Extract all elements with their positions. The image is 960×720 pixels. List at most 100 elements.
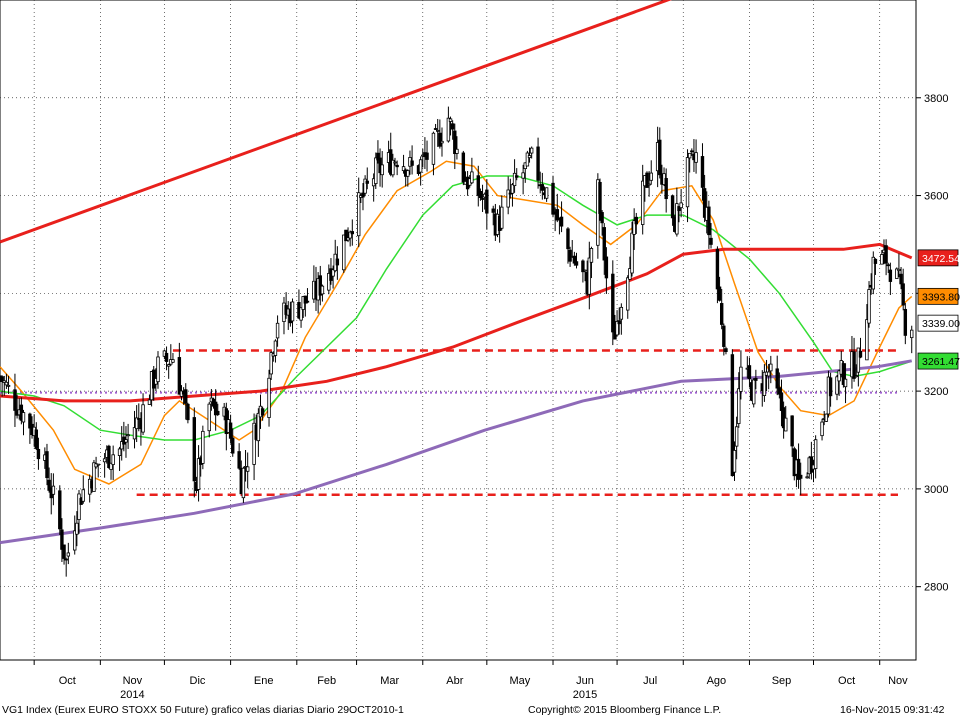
candle-up — [299, 307, 303, 321]
candle-up — [171, 359, 175, 363]
x-tick-label: Oct — [59, 675, 76, 687]
candle-down — [841, 363, 846, 385]
x-tick-label: Dic — [190, 675, 206, 687]
candle-down — [361, 192, 365, 198]
candle-down — [450, 123, 455, 130]
candle-down — [551, 182, 555, 215]
candle-up — [132, 427, 137, 440]
candle-down — [540, 184, 545, 191]
candle-up — [327, 272, 331, 291]
last-value-badges: 3472.54 3393.80 3339.00 3261.47 — [917, 249, 960, 370]
candle-up — [357, 192, 361, 237]
candle-down — [485, 189, 489, 214]
candle-up — [269, 352, 273, 375]
y-tick-label: 2800 — [924, 582, 948, 594]
candle-up — [141, 404, 145, 433]
last-value-label: 3261.47 — [922, 356, 960, 368]
candle-down — [730, 354, 735, 477]
grid-lines — [0, 0, 917, 661]
candle-up — [290, 301, 295, 322]
candle-down — [476, 175, 480, 196]
candle-up — [92, 462, 96, 492]
candle-up — [615, 321, 619, 336]
candle-up — [647, 183, 651, 186]
candle-down — [809, 456, 814, 473]
candle-up — [201, 430, 205, 464]
candle-down — [715, 248, 720, 290]
candle-down — [365, 180, 369, 184]
candle-up — [21, 412, 26, 423]
candle-down — [852, 351, 856, 379]
last-value-label: 3393.80 — [922, 291, 960, 303]
candle-up — [346, 237, 350, 241]
candle-down — [28, 413, 32, 429]
candle-down — [555, 209, 559, 221]
candle-up — [544, 187, 549, 199]
candle-up — [739, 366, 743, 392]
candle-up — [393, 161, 397, 164]
candle-down — [184, 389, 188, 404]
candle-up — [156, 356, 160, 383]
candle-up — [619, 306, 624, 320]
candle-down — [64, 558, 68, 561]
candle-down — [613, 331, 617, 340]
last-value-badge — [917, 287, 959, 305]
candle-down — [899, 273, 903, 285]
y-tick-label: 3000 — [924, 484, 948, 496]
candle-down — [34, 429, 38, 449]
moving-average-line — [0, 242, 913, 403]
candle-up — [506, 189, 510, 208]
candle-up — [147, 399, 152, 405]
candle-down — [777, 387, 782, 395]
candle-down — [775, 368, 779, 389]
candle-down — [344, 229, 348, 242]
candle-down — [192, 417, 197, 482]
candle-up — [837, 370, 841, 382]
candle-up — [521, 172, 525, 179]
candle-down — [901, 283, 905, 306]
trendline — [0, 0, 673, 244]
candle-down — [237, 451, 241, 469]
candle-up — [835, 376, 839, 395]
candle-down — [602, 227, 606, 261]
candle-up — [207, 403, 211, 432]
candle-down — [617, 320, 621, 325]
candle-up — [166, 364, 171, 367]
candle-up — [897, 268, 901, 271]
candle-down — [566, 228, 570, 250]
last-value-label: 3472.54 — [922, 253, 960, 265]
candle-up — [732, 450, 737, 473]
candle-down — [700, 156, 705, 188]
candle-up — [256, 412, 261, 442]
footer-source: VG1 Index (Eurex EURO STOXX 50 Future) g… — [2, 704, 404, 716]
candle-up — [734, 426, 739, 447]
candle-down — [598, 181, 602, 214]
candle-down — [305, 300, 310, 303]
candle-down — [790, 415, 794, 447]
candle-up — [910, 329, 914, 339]
candle-up — [275, 322, 280, 339]
candle-down — [611, 273, 615, 333]
candle-up — [854, 375, 858, 378]
candle-up — [687, 152, 692, 159]
candle-up — [273, 340, 278, 356]
candle-up — [685, 157, 690, 208]
candle-down — [260, 408, 265, 416]
candle-down — [318, 275, 322, 296]
candle-up — [406, 170, 410, 177]
candle-down — [719, 303, 724, 325]
candle-down — [747, 365, 752, 380]
last-value-badge — [917, 314, 959, 332]
candle-down — [886, 264, 890, 267]
candle-up — [109, 462, 113, 470]
candle-up — [752, 379, 756, 405]
candle-up — [374, 157, 378, 185]
footer-timestamp: 16-Nov-2015 09:31:42 — [840, 704, 945, 716]
candle-up — [348, 231, 352, 239]
candle-down — [376, 152, 380, 161]
candle-up — [363, 178, 367, 194]
candle-up — [241, 467, 246, 499]
candle-up — [694, 152, 698, 163]
x-tick-label: Jun — [576, 675, 594, 687]
